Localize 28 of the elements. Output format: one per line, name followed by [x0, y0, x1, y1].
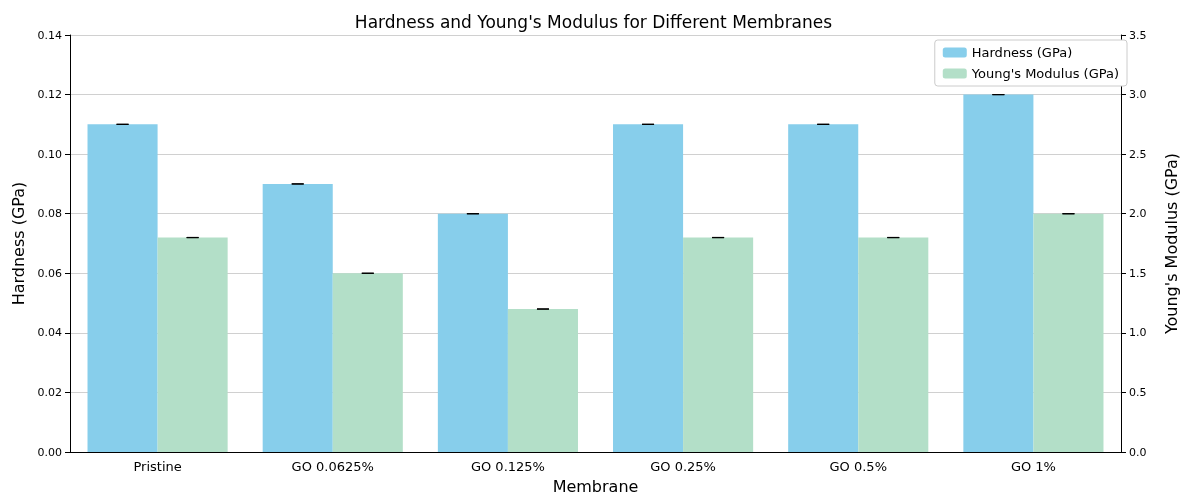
legend-label: Young's Modulus (GPa) — [970, 66, 1119, 81]
x-tick-label: GO 0.125% — [470, 459, 545, 474]
y2-tick-label: 2.5 — [1129, 147, 1147, 161]
y-tick-label: 0.02 — [37, 385, 62, 399]
y2-tick-label: 3.0 — [1129, 88, 1147, 102]
y2-tick-label: 1.0 — [1129, 326, 1147, 340]
y2-tick-label: 1.5 — [1129, 266, 1147, 280]
y2-tick-label: 2.0 — [1129, 207, 1147, 221]
y2-tick-label: 0.0 — [1129, 445, 1147, 459]
x-tick-label: GO 0.25% — [650, 459, 716, 474]
y-tick-label: 0.12 — [37, 88, 62, 102]
y-tick-label: 0.14 — [37, 28, 62, 42]
x-tick-label: GO 0.0625% — [291, 459, 374, 474]
x-axis-title: Membrane — [552, 476, 639, 496]
y2-tick-label: 3.5 — [1129, 28, 1147, 42]
y-tick-label: 0.06 — [37, 266, 62, 280]
y-axis-title: Hardness (GPa) — [9, 181, 29, 306]
legend-label: Hardness (GPa) — [971, 45, 1073, 60]
y-tick-label: 0.08 — [37, 207, 62, 221]
y2-axis-title: Young's Modulus (GPa) — [1161, 152, 1181, 336]
x-tick-label: GO 0.5% — [829, 459, 887, 474]
y2-tick-label: 0.5 — [1129, 385, 1147, 399]
y-tick-label: 0.10 — [37, 147, 62, 161]
y-tick-label: 0.04 — [37, 326, 62, 340]
x-tick-label: Pristine — [133, 459, 182, 474]
chart-title: Hardness and Young's Modulus for Different Membranes — [354, 11, 833, 32]
x-tick-label: GO 1% — [1010, 459, 1056, 474]
y-tick-label: 0.00 — [37, 445, 62, 459]
